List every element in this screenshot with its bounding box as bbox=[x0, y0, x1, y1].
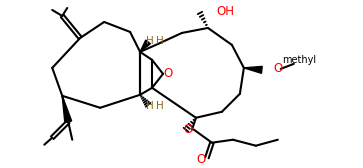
Text: O: O bbox=[196, 153, 205, 166]
Text: O: O bbox=[183, 123, 193, 136]
Polygon shape bbox=[244, 66, 262, 73]
Text: H: H bbox=[156, 36, 164, 46]
Text: methyl: methyl bbox=[282, 55, 316, 65]
Polygon shape bbox=[140, 40, 150, 52]
Text: H: H bbox=[146, 36, 154, 46]
Text: H: H bbox=[156, 101, 164, 111]
Text: O: O bbox=[273, 62, 282, 75]
Text: H: H bbox=[146, 101, 154, 111]
Polygon shape bbox=[62, 96, 72, 122]
Text: O: O bbox=[163, 67, 173, 80]
Text: OH: OH bbox=[216, 6, 234, 18]
